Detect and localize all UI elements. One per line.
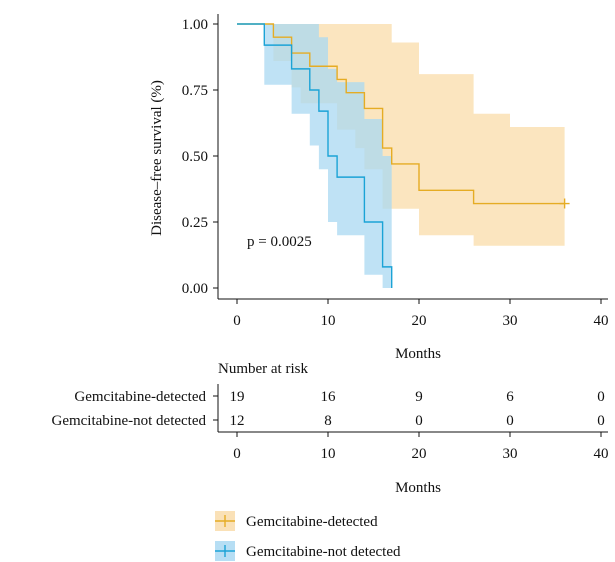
legend-label-series-1: Gemcitabine-detected	[246, 514, 378, 530]
risk-value: 0	[597, 389, 605, 405]
risk-table-x-ticks: 0 10 20 30 40	[233, 432, 609, 462]
risk-table-title: Number at risk	[218, 361, 308, 377]
y-tick-label: 1.00	[182, 17, 208, 33]
y-axis-label: Disease–free survival (%)	[149, 80, 165, 236]
x-tick-label: 20	[412, 313, 427, 329]
risk-row-label-2: Gemcitabine-not detected	[51, 413, 206, 429]
risk-value: 8	[324, 413, 332, 429]
risk-x-tick-label: 20	[412, 446, 427, 462]
x-tick-label: 30	[503, 313, 518, 329]
x-tick-label: 10	[321, 313, 336, 329]
risk-value: 0	[506, 413, 514, 429]
ci-band-series-2	[237, 24, 392, 288]
p-value-annotation: p = 0.0025	[247, 234, 312, 250]
risk-value: 6	[506, 389, 514, 405]
risk-value: 0	[597, 413, 605, 429]
risk-value: 0	[415, 413, 423, 429]
x-tick-label: 0	[233, 313, 241, 329]
risk-value: 9	[415, 389, 423, 405]
legend-key-line-series-2	[215, 545, 235, 557]
x-tick-label: 40	[594, 313, 609, 329]
y-tick-label: 0.50	[182, 149, 208, 165]
risk-x-tick-label: 10	[321, 446, 336, 462]
y-ticks: 0.00 0.25 0.50 0.75 1.00	[182, 17, 218, 297]
risk-value: 12	[230, 413, 245, 429]
risk-value: 19	[230, 389, 245, 405]
censor-mark-series-1-1	[559, 198, 570, 209]
y-tick-label: 0.25	[182, 215, 208, 231]
risk-x-tick-label: 40	[594, 446, 609, 462]
y-tick-label: 0.75	[182, 83, 208, 99]
x-ticks: 0 10 20 30 40	[233, 299, 609, 329]
legend-key-line-series-1	[215, 515, 235, 527]
survival-curve-series-2	[237, 23, 393, 288]
risk-value: 16	[321, 389, 337, 405]
risk-x-tick-label: 30	[503, 446, 518, 462]
risk-table: Gemcitabine-detected 19 16 9 6 0 Gemcitabine-n…	[51, 384, 608, 433]
risk-table-x-axis-label: Months	[395, 480, 441, 496]
legend: Gemcitabine-detected Gemcitabine-not dete…	[215, 511, 401, 561]
risk-row-label-1: Gemcitabine-detected	[74, 389, 206, 405]
risk-x-tick-label: 0	[233, 446, 241, 462]
x-axis-label: Months	[395, 346, 441, 362]
survival-curves	[237, 23, 570, 288]
y-tick-label: 0.00	[182, 281, 208, 297]
legend-label-series-2: Gemcitabine-not detected	[246, 544, 401, 560]
confidence-bands	[237, 24, 565, 288]
